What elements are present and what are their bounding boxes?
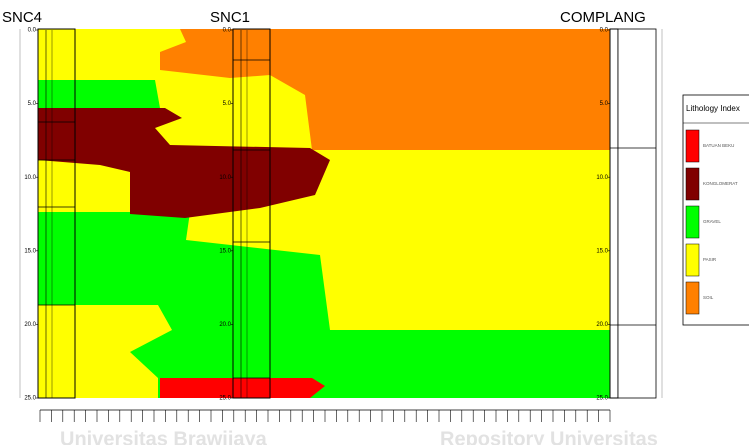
depth-label: 5.0	[600, 101, 609, 107]
legend-swatch	[686, 130, 699, 162]
depth-label: 10.0	[219, 175, 231, 181]
well-title: SNC4	[2, 9, 42, 26]
well-title: COMPLANG	[560, 9, 646, 26]
igneous-zone	[160, 378, 325, 398]
depth-label: 25.0	[219, 396, 231, 402]
depth-label: 5.0	[28, 101, 37, 107]
depth-label: 5.0	[223, 101, 232, 107]
legend-swatch	[686, 206, 699, 238]
legend-item: SOIL	[703, 295, 714, 300]
watermark: Repository Universitas	[440, 428, 658, 445]
legend-item: PASIR	[703, 257, 717, 262]
watermark: Universitas Brawijaya	[60, 428, 268, 445]
well-title: SNC1	[210, 9, 250, 26]
depth-label: 0.0	[600, 28, 609, 34]
legend-swatch	[686, 168, 699, 200]
cross-section: Lithology Index Universitas Brawijaya Re…	[0, 0, 749, 445]
legend-item: BATUAN BEKU	[703, 143, 734, 148]
depth-label: 20.0	[219, 322, 231, 328]
depth-label: 25.0	[24, 396, 36, 402]
well-column	[610, 29, 618, 398]
depth-label: 10.0	[596, 175, 608, 181]
depth-label: 15.0	[596, 248, 608, 254]
well-panel	[618, 29, 656, 398]
legend-title: Lithology Index	[686, 104, 740, 113]
depth-label: 0.0	[223, 28, 232, 34]
legend-swatch	[686, 282, 699, 314]
depth-label: 15.0	[24, 248, 36, 254]
depth-label: 20.0	[596, 322, 608, 328]
gravel-zone	[38, 80, 160, 108]
depth-label: 10.0	[24, 175, 36, 181]
depth-label: 0.0	[28, 28, 37, 34]
legend-item: GRAVEL	[703, 219, 721, 224]
legend-swatch	[686, 244, 699, 276]
legend-item: KONGLOMERAT	[703, 181, 738, 186]
depth-label: 25.0	[596, 396, 608, 402]
depth-label: 15.0	[219, 248, 231, 254]
depth-label: 20.0	[24, 322, 36, 328]
